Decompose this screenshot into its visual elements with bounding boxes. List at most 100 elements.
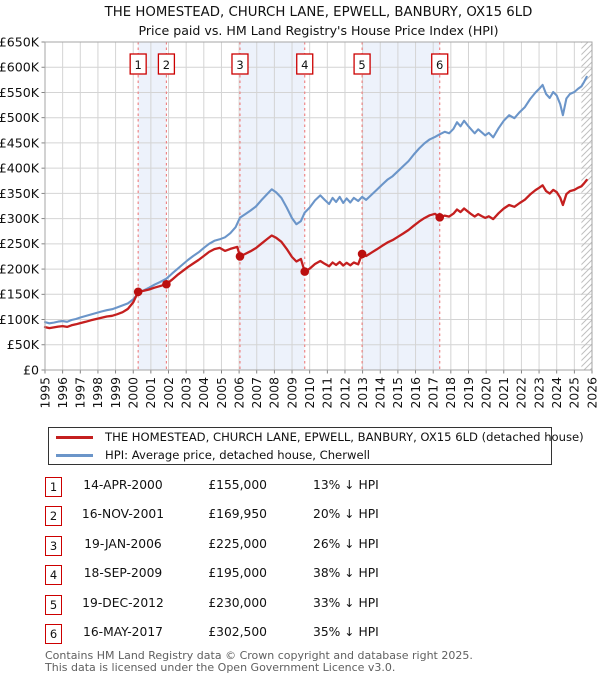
- sale-row: 4 18-SEP-2009 £195,000 38% ↓ HPI: [45, 565, 565, 586]
- y-axis-label: £300K: [0, 211, 40, 226]
- y-axis-label: £650K: [0, 34, 40, 49]
- sale-marker-number: 5: [358, 58, 365, 72]
- x-axis-label: 2001: [143, 377, 158, 409]
- x-axis-label: 2019: [461, 377, 476, 409]
- sale-point-dot: [300, 267, 310, 276]
- y-axis-label: £50K: [7, 337, 40, 352]
- sale-marker-box: [296, 53, 314, 75]
- x-axis-label: 2012: [337, 377, 352, 409]
- y-axis-label: £350K: [0, 186, 40, 201]
- x-axis-label: 2016: [408, 377, 423, 409]
- y-axis-label: £450K: [0, 135, 40, 150]
- sale-vs-hpi: 26% ↓ HPI: [313, 536, 379, 551]
- sale-price: £195,000: [208, 566, 267, 581]
- sale-date: 16-NOV-2001: [81, 507, 165, 522]
- x-axis-label: 2005: [214, 377, 229, 409]
- sale-date: 16-MAY-2017: [83, 625, 163, 639]
- sale-vs-hpi: 20% ↓ HPI: [313, 507, 379, 522]
- sale-number-badge: 3: [45, 535, 62, 556]
- sale-marker-box: [431, 53, 449, 75]
- sale-vs-hpi: 33% ↓ HPI: [313, 595, 379, 610]
- sale-date: 19-DEC-2012: [82, 595, 164, 610]
- sale-marker-box: [231, 53, 249, 75]
- sale-point-dot: [235, 252, 245, 261]
- x-axis-label: 2009: [284, 377, 299, 409]
- x-axis-label: 2021: [496, 377, 511, 409]
- x-axis-label: 2025: [567, 377, 582, 409]
- sale-number-badge: 5: [45, 594, 62, 615]
- sale-point-dot: [133, 287, 143, 297]
- sale-vs-hpi: 13% ↓ HPI: [313, 478, 379, 492]
- legend-item: THE HOMESTEAD, CHURCH LANE, EPWELL, BANB…: [54, 428, 584, 446]
- x-axis-label: 2014: [373, 377, 388, 409]
- sale-marker-number: 2: [163, 58, 170, 72]
- page-subtitle: Price paid vs. HM Land Registry's House …: [138, 23, 499, 38]
- y-axis-label: £500K: [0, 110, 40, 125]
- x-axis-label: 2003: [178, 377, 193, 409]
- sale-vs-hpi: 35% ↓ HPI: [313, 625, 379, 639]
- x-axis-label: 2004: [196, 377, 211, 409]
- sale-marker-number: 1: [135, 58, 142, 72]
- x-axis-label: 2018: [443, 377, 458, 409]
- x-axis-label: 1998: [90, 377, 105, 409]
- x-axis-label: 2013: [355, 377, 370, 409]
- sale-marker-number: 6: [436, 58, 443, 72]
- y-axis-label: £150K: [0, 287, 40, 302]
- sale-row: 6 16-MAY-2017 £302,500 35% ↓ HPI: [45, 624, 565, 644]
- sale-period-band: [239, 42, 305, 370]
- x-axis-label: 2008: [267, 377, 282, 409]
- sale-number-badge: 4: [45, 565, 62, 586]
- price-chart: 1 2 3 4 5 6 £0 £50K £100K £150K £200K £250K £300K £35…: [0, 34, 599, 409]
- sale-number-badge: 1: [45, 477, 62, 497]
- sale-row: 2 16-NOV-2001 £169,950 20% ↓ HPI: [45, 506, 565, 527]
- x-axis-label: 2022: [514, 377, 529, 409]
- x-axis-label: 1997: [73, 377, 88, 409]
- x-axis-label: 2006: [231, 377, 246, 409]
- x-axis-label: 1999: [108, 377, 123, 409]
- y-axis-label: £100K: [0, 312, 40, 327]
- future-hatch-region: [581, 42, 592, 370]
- legend: THE HOMESTEAD, CHURCH LANE, EPWELL, BANB…: [48, 427, 584, 465]
- legend-label: THE HOMESTEAD, CHURCH LANE, EPWELL, BANB…: [105, 430, 584, 444]
- price-chart-svg: 1 2 3 4 5 6 £0 £50K £100K £150K £200K £250K £300K £35…: [0, 34, 599, 409]
- x-axis-label: 2024: [549, 377, 564, 409]
- sale-date: 19-JAN-2006: [84, 536, 162, 551]
- sale-point-dot: [357, 249, 367, 259]
- sale-marker-number: 4: [301, 58, 308, 72]
- x-axis-label: 2026: [584, 377, 599, 409]
- sale-marker-box: [353, 53, 371, 75]
- sale-row: 1 14-APR-2000 £155,000 13% ↓ HPI: [45, 477, 565, 497]
- y-axis-label: £0: [23, 362, 39, 377]
- y-axis-label: £550K: [0, 85, 40, 100]
- sale-marker-box: [157, 53, 176, 75]
- legend-line-swatch: [56, 453, 93, 457]
- license-note: Contains HM Land Registry data © Crown c…: [45, 650, 585, 673]
- y-axis-label: £200K: [0, 261, 40, 276]
- x-axis-label: 2020: [478, 377, 493, 409]
- sale-date: 18-SEP-2009: [83, 566, 163, 581]
- legend-item: HPI: Average price, detached house, Cher…: [54, 446, 551, 464]
- legend-line-swatch: [56, 435, 93, 439]
- sale-number-badge: 2: [45, 506, 62, 527]
- x-axis-label: 2010: [302, 377, 317, 409]
- sale-marker-number: 3: [236, 58, 243, 72]
- x-axis-label: 2017: [425, 377, 440, 409]
- page-title: THE HOMESTEAD, CHURCH LANE, EPWELL, BANB…: [104, 5, 533, 20]
- x-axis-label: 1995: [37, 377, 52, 409]
- sale-vs-hpi: 38% ↓ HPI: [313, 566, 379, 581]
- sale-price: £225,000: [208, 536, 267, 551]
- y-axis-label: £400K: [0, 161, 40, 176]
- x-axis-label: 2015: [390, 377, 405, 409]
- sale-price: £155,000: [208, 478, 267, 492]
- sale-date: 14-APR-2000: [83, 478, 163, 492]
- sale-row: 3 19-JAN-2006 £225,000 26% ↓ HPI: [45, 535, 565, 556]
- x-axis-label: 1996: [55, 377, 70, 409]
- legend-label: HPI: Average price, detached house, Cher…: [105, 448, 371, 462]
- sale-period-band: [362, 42, 440, 370]
- sale-point-dot: [435, 213, 445, 222]
- x-axis-label: 2000: [126, 377, 141, 409]
- sale-row: 5 19-DEC-2012 £230,000 33% ↓ HPI: [45, 594, 565, 615]
- x-axis-label: 2023: [531, 377, 546, 409]
- copyright-line: Contains HM Land Registry data © Crown c…: [45, 649, 473, 662]
